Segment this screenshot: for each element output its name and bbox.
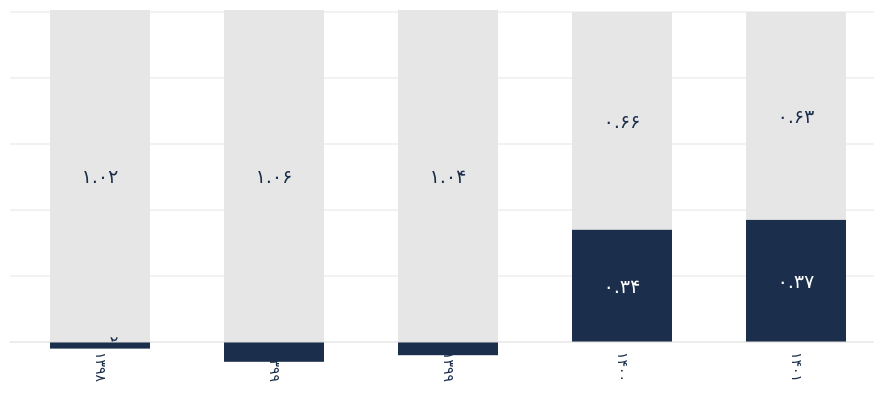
data-label-light: ۰.۶۶ [604,111,641,133]
bar-light-segment [50,10,150,342]
bar-light-segment [224,10,324,342]
data-label-dark: ۰.۳۷ [778,271,815,293]
data-label-light: ۰.۶۳ [778,106,815,128]
bar-dark-segment [572,229,672,342]
bar-dark-segment [224,342,324,362]
data-label-light: ۱.۰۲ [82,166,119,188]
bar-light-segment [398,10,498,342]
bar-dark-segment [398,342,498,356]
bar-light-segment [746,12,846,220]
data-label-light: ۱.۰۴ [430,166,467,188]
data-label-dark: -۰.۰۶ [256,346,293,365]
bar-dark-segment [746,219,846,342]
x-tick-label: ۱۳۹۹ [266,352,282,382]
x-tick-label: ۱۳۹۹ [440,352,456,382]
x-tick-label: ۱۴۰۰ [614,352,630,382]
bar-dark-segment [50,342,150,349]
x-tick-label: ۱۴۰۱ [788,352,804,382]
data-label-light: ۱.۰۶ [256,166,293,188]
x-tick-label: ۱۳۹۸ [92,352,108,383]
data-label-dark: -۰.۰۴ [430,339,467,358]
data-label-dark: ۰.۳۴ [604,276,641,298]
bar-light-segment [572,12,672,230]
